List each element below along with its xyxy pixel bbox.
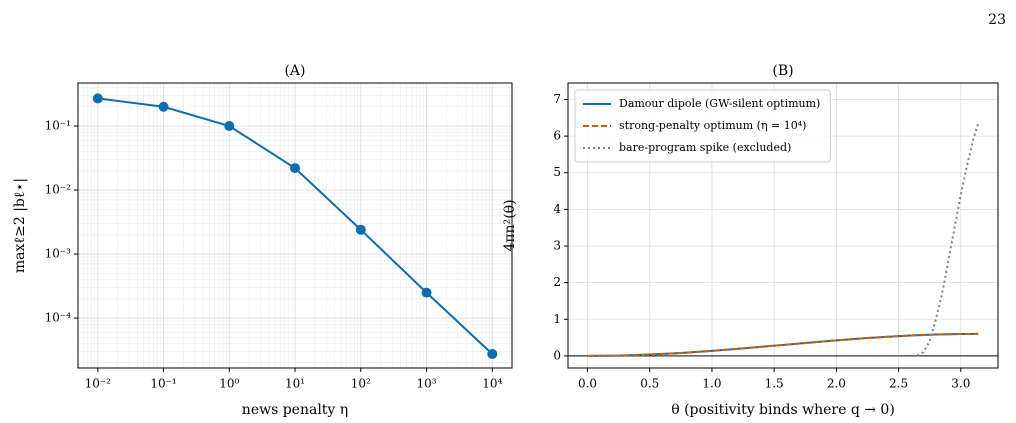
y-tick-label: 10⁻⁴ <box>45 311 72 325</box>
chart-title: (A) <box>284 63 305 79</box>
y-tick-label: 1 <box>553 312 561 326</box>
x-axis-label: news penalty η <box>242 402 348 418</box>
x-tick-label: 10⁻² <box>85 377 112 391</box>
y-tick-label: 6 <box>553 129 561 143</box>
x-tick-label: 0.0 <box>578 377 597 391</box>
y-axis-label: 4πn²(θ) <box>502 199 518 251</box>
x-tick-label: 1.0 <box>702 377 721 391</box>
chart-title: (B) <box>772 63 793 79</box>
x-tick-label: 10⁴ <box>482 377 502 391</box>
x-tick-label: 2.0 <box>827 377 846 391</box>
marker <box>224 121 235 132</box>
legend-label: Damour dipole (GW-silent optimum) <box>619 97 820 110</box>
page-number: 23 <box>988 12 1006 28</box>
x-tick-label: 1.5 <box>765 377 784 391</box>
legend: Damour dipole (GW-silent optimum) strong-… <box>574 89 831 163</box>
x-tick-label: 10³ <box>416 377 436 391</box>
marker <box>421 287 432 298</box>
legend-box <box>574 89 831 163</box>
legend-label: bare-program spike (excluded) <box>619 141 791 154</box>
x-tick-label: 0.5 <box>640 377 659 391</box>
y-tick-label: 7 <box>553 92 561 106</box>
y-axis-label: maxℓ≥2 |bℓ⋆| <box>12 178 28 273</box>
plot-frame <box>567 82 999 369</box>
y-tick-label: 10⁻² <box>45 183 72 197</box>
marker <box>158 101 169 112</box>
x-tick-label: 10⁻¹ <box>150 377 176 391</box>
series-line <box>587 332 979 357</box>
legend-label: strong-penalty optimum (η = 10⁴) <box>619 119 806 132</box>
x-tick-label: 10¹ <box>285 377 305 391</box>
y-tick-label: 5 <box>553 165 561 179</box>
x-axis-label: θ (positivity binds where q → 0) <box>671 402 895 418</box>
x-tick-label: 3.0 <box>951 377 970 391</box>
x-tick-label: 2.5 <box>889 377 908 391</box>
marker <box>355 224 366 235</box>
series-line <box>587 332 979 357</box>
y-tick-label: 0 <box>553 348 561 362</box>
y-tick-label: 10⁻¹ <box>45 119 71 133</box>
x-tick-label: 10² <box>351 377 371 391</box>
plot-frame <box>77 82 513 369</box>
y-tick-label: 10⁻³ <box>45 247 72 261</box>
marker <box>290 163 301 174</box>
y-tick-label: 4 <box>553 202 561 216</box>
x-tick-label: 10⁰ <box>219 377 239 391</box>
y-tick-label: 2 <box>553 275 561 289</box>
marker <box>487 348 498 359</box>
marker <box>92 93 103 104</box>
y-tick-label: 3 <box>553 239 561 253</box>
